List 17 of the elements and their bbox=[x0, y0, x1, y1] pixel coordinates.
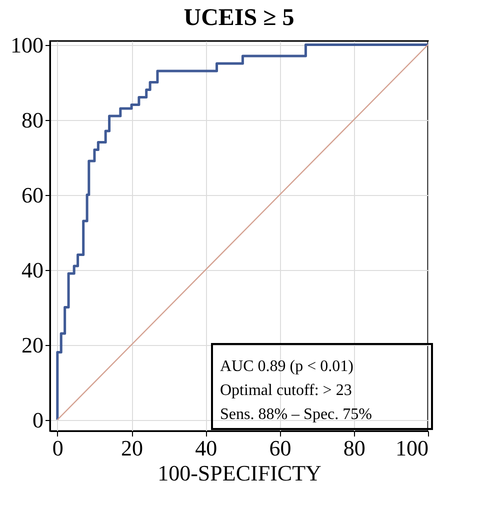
y-tick-label: 80 bbox=[22, 107, 44, 132]
x-tick-label: 0 bbox=[52, 436, 64, 460]
y-tick-label: 20 bbox=[22, 332, 44, 358]
x-axis-title: 100-SPECIFICTY bbox=[158, 460, 322, 486]
x-tick-label: 60 bbox=[269, 436, 292, 460]
y-tick-label: 100 bbox=[10, 32, 44, 58]
chart-title: UCEIS ≥ 5 bbox=[184, 4, 294, 31]
x-tick-label: 100 bbox=[396, 436, 428, 460]
x-tick-label: 80 bbox=[343, 436, 366, 460]
annotation: AUC 0.89 (p < 0.01) bbox=[220, 358, 354, 375]
y-tick-label: 40 bbox=[22, 257, 44, 282]
x-tick-label: 20 bbox=[121, 436, 144, 460]
y-tick-label: 0 bbox=[32, 407, 44, 432]
y-tick-label: 60 bbox=[22, 182, 44, 208]
x-tick-label: 40 bbox=[195, 436, 218, 460]
annotation: Sens. 88% – Spec. 75% bbox=[220, 406, 372, 423]
annotation: Optimal cutoff: > 23 bbox=[220, 382, 352, 399]
